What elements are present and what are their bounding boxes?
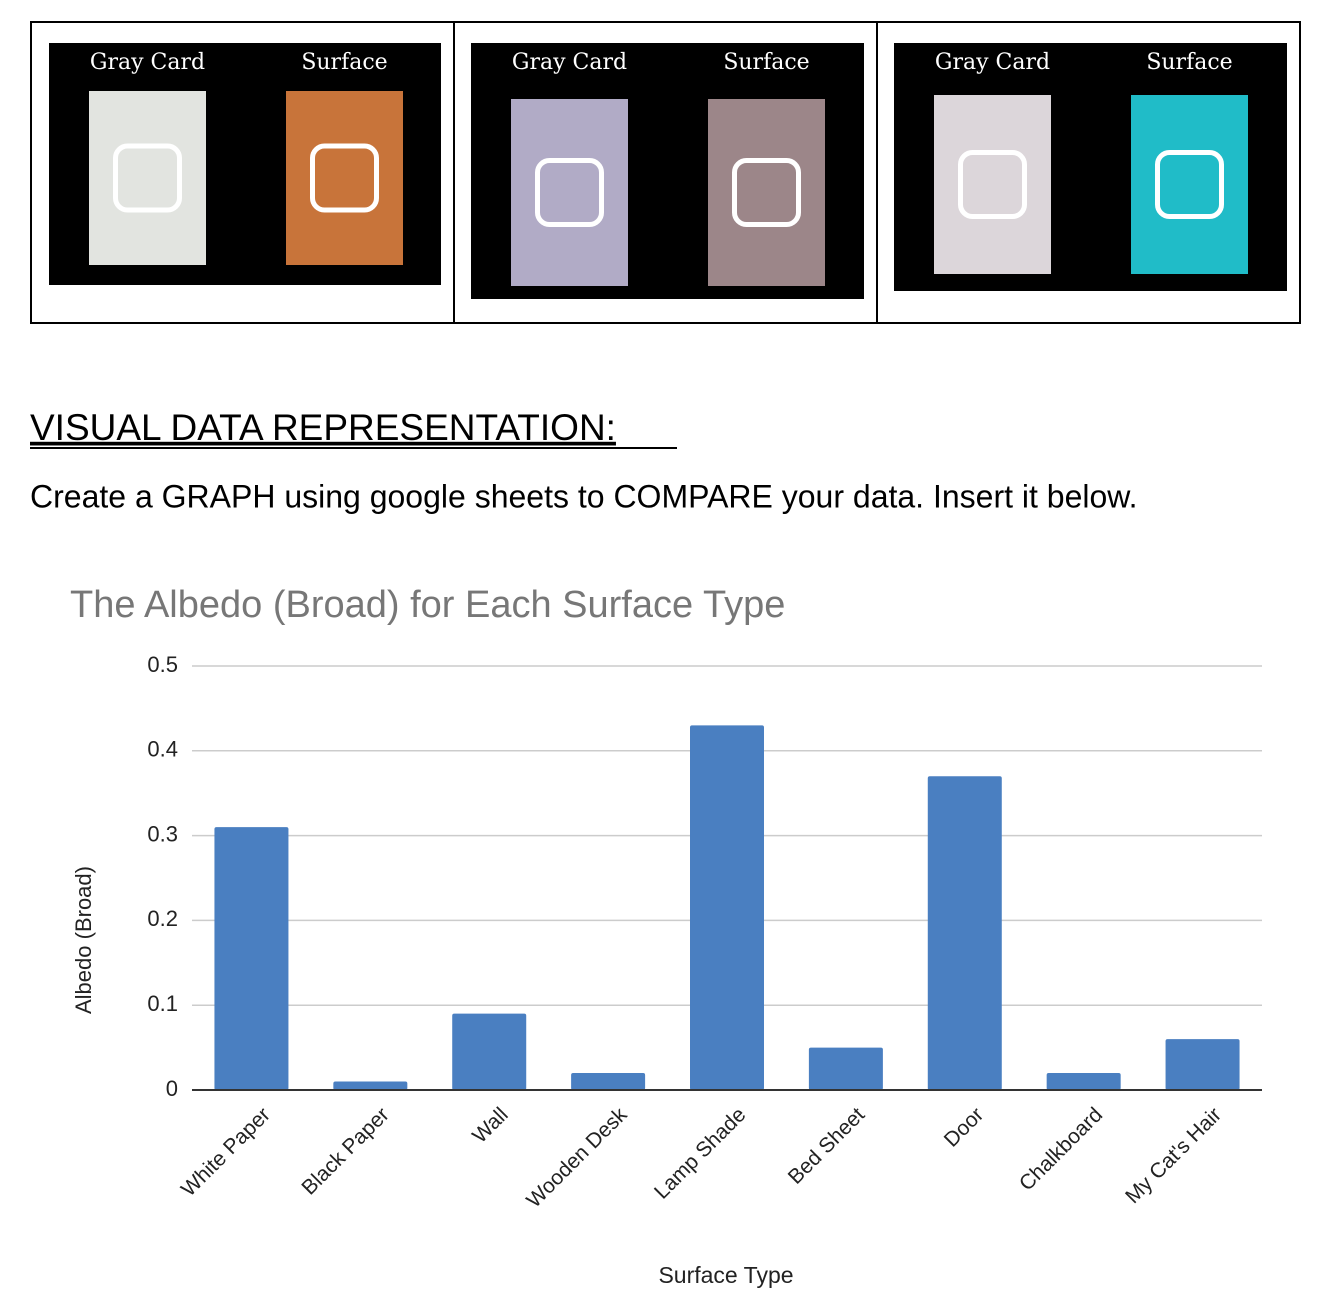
card (511, 99, 628, 286)
y-tick-label: 0.4 (147, 737, 178, 762)
x-tick-label: Wall (468, 1103, 513, 1148)
bar (1165, 1039, 1240, 1090)
instruction: Create a GRAPH using google sheets to CO… (30, 478, 1138, 514)
card (934, 95, 1051, 274)
bar (452, 1013, 527, 1090)
card (89, 91, 206, 265)
x-tick-label: Black Paper (297, 1103, 393, 1199)
target-square (535, 158, 604, 227)
photo-label: Gray Card (935, 50, 1050, 75)
target-square (1155, 150, 1224, 219)
card (286, 91, 403, 265)
photo-table (30, 21, 1301, 324)
photo-label: Gray Card (90, 50, 205, 75)
photo-label: Surface (723, 50, 809, 75)
target-square (113, 143, 182, 213)
x-tick-label: Wooden Desk (522, 1103, 632, 1213)
x-tick-label: My Cat's Hair (1121, 1103, 1226, 1208)
x-tick-label: Door (940, 1103, 988, 1151)
x-tick-label: Bed Sheet (784, 1103, 870, 1189)
y-axis-label: Albedo (Broad) (71, 866, 96, 1014)
y-tick-label: 0.1 (147, 991, 178, 1016)
card (708, 99, 825, 286)
x-axis-label: Surface Type (658, 1262, 793, 1288)
bar (571, 1073, 646, 1090)
x-tick-label: Chalkboard (1015, 1103, 1107, 1195)
y-tick-label: 0.5 (147, 652, 178, 677)
photo-label: Surface (301, 50, 387, 75)
y-tick-label: 0 (166, 1076, 178, 1101)
bar (690, 725, 764, 1090)
y-tick-label: 0.2 (147, 906, 178, 931)
bar (214, 827, 289, 1090)
x-tick-label: White Paper (177, 1103, 275, 1201)
card (1131, 95, 1248, 274)
bar (927, 776, 1002, 1090)
bar (333, 1081, 408, 1090)
target-square (732, 158, 801, 227)
photo-label: Surface (1146, 50, 1232, 75)
bar (1046, 1073, 1121, 1090)
bar (808, 1047, 883, 1090)
photo-label: Gray Card (512, 50, 627, 75)
target-square (958, 150, 1027, 219)
y-tick-label: 0.3 (147, 821, 178, 846)
x-tick-label: Lamp Shade (650, 1103, 750, 1203)
heading: VISUAL DATA REPRESENTATION: (30, 407, 616, 448)
chart-title: The Albedo (Broad) for Each Surface Type (70, 584, 785, 626)
target-square (310, 143, 379, 213)
